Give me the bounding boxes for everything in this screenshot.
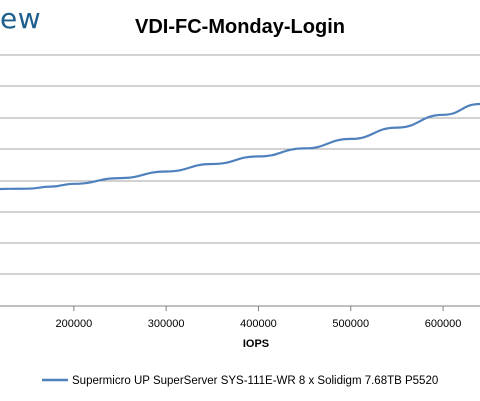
series-layer [0, 102, 480, 191]
x-tick-label: 400000 [240, 318, 277, 330]
x-tick-label: 500000 [332, 318, 369, 330]
x-tick-label: 600000 [425, 318, 462, 330]
legend-entry: Supermicro UP SuperServer SYS-111E-WR 8 … [72, 375, 438, 387]
x-axis: 200000 300000 400000 500000 600000 [55, 306, 461, 330]
legend: Supermicro UP SuperServer SYS-111E-WR 8 … [42, 375, 438, 387]
chart-title: VDI-FC-Monday-Login [135, 16, 345, 38]
gridlines [0, 54, 480, 307]
series-line [0, 102, 480, 191]
x-axis-label: IOPS [243, 338, 269, 350]
x-tick-label: 200000 [55, 318, 92, 330]
logo-text: ew [0, 2, 42, 35]
x-tick-label: 300000 [148, 318, 185, 330]
